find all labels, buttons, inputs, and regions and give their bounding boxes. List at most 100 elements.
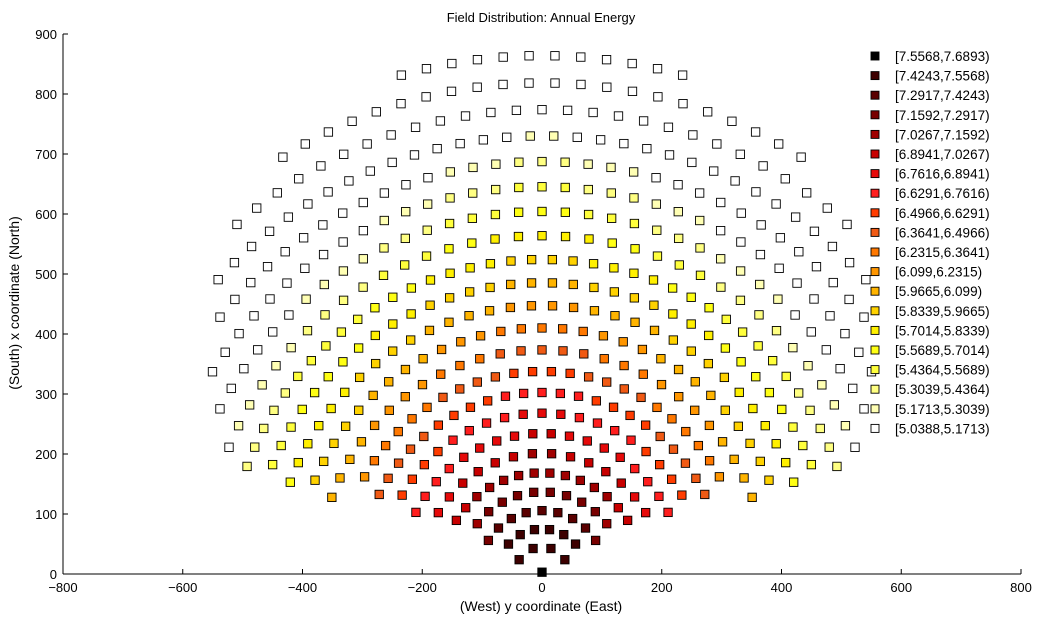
heliostat-point [777, 404, 787, 415]
heliostat-point [239, 364, 249, 374]
heliostat-point [568, 513, 578, 524]
heliostat-point [329, 438, 339, 449]
heliostat-point [712, 139, 722, 149]
heliostat-point [764, 387, 775, 398]
heliostat-point [338, 237, 348, 247]
heliostat-point [422, 225, 432, 235]
heliostat-point [518, 409, 528, 419]
heliostat-point [790, 212, 801, 222]
heliostat-point [588, 107, 598, 118]
heliostat-point [393, 458, 404, 468]
heliostat-point [652, 402, 662, 413]
heliostat-point [213, 275, 223, 285]
legend-entry-label: [5.7014,5.8339) [895, 323, 990, 338]
heliostat-point [327, 492, 337, 503]
heliostat-point [580, 523, 591, 533]
heliostat-point [576, 79, 586, 90]
heliostat-point [805, 405, 815, 416]
heliostat-point [827, 241, 838, 252]
heliostat-point [419, 459, 429, 470]
heliostat-point [234, 328, 244, 339]
legend-swatch [870, 110, 880, 120]
heliostat-point [674, 260, 684, 270]
heliostat-point [606, 188, 616, 198]
heliostat-point [423, 199, 433, 209]
heliostat-point [565, 368, 575, 379]
heliostat-point [490, 234, 500, 244]
heliostat-point [358, 254, 368, 264]
heliostat-point [388, 319, 398, 329]
heliostat-point [729, 454, 739, 465]
heliostat-point [246, 241, 257, 252]
heliostat-point [323, 127, 334, 137]
heliostat-point [410, 122, 421, 132]
heliostat-point [370, 303, 380, 313]
heliostat-point [668, 309, 678, 319]
heliostat-point [340, 421, 351, 431]
legend-swatch [870, 286, 880, 296]
heliostat-point [527, 366, 538, 377]
heliostat-point [384, 377, 394, 387]
legend-entry-label: [5.4364,5.5689) [895, 363, 990, 378]
legend-entry-label: [5.0388,5.1713) [895, 421, 990, 436]
heliostat-point [444, 244, 454, 254]
heliostat-point [393, 426, 403, 437]
heliostat-point [590, 507, 600, 517]
heliostat-point [499, 412, 510, 423]
heliostat-point [821, 345, 831, 355]
heliostat-point [578, 326, 588, 337]
heliostat-point [465, 287, 475, 297]
heliostat-point [365, 166, 375, 176]
legend-entry-label: [6.3641,6.4966) [895, 225, 990, 240]
heliostat-point [549, 131, 559, 141]
heliostat-point [419, 431, 429, 442]
heliostat-point [269, 405, 279, 416]
heliostat-point [379, 243, 389, 253]
heliostat-point [608, 402, 619, 412]
heliostat-point [560, 231, 571, 242]
heliostat-point [481, 418, 492, 428]
heliostat-point [704, 330, 714, 341]
heliostat-point [798, 440, 808, 451]
heliostat-point [537, 323, 547, 333]
heliostat-point [483, 535, 494, 546]
heliostat-point [609, 287, 619, 297]
legend-entry-label: [6.6291,6.7616) [895, 186, 990, 201]
heliostat-point [400, 364, 411, 375]
heliostat-point [355, 372, 365, 383]
y-tick-label: 800 [35, 87, 57, 102]
legend-swatch [870, 325, 880, 335]
heliostat-point [310, 475, 320, 485]
heliostat-point [690, 405, 700, 415]
heliostat-point [271, 361, 281, 371]
heliostat-point [338, 208, 348, 218]
heliostat-point [252, 203, 262, 213]
heliostat-point [652, 225, 662, 235]
heliostat-point [485, 282, 495, 293]
heliostat-point [537, 345, 547, 355]
heliostat-point [438, 392, 448, 403]
heliostat-point [306, 356, 316, 366]
heliostat-point [606, 162, 616, 173]
heliostat-point [576, 52, 586, 62]
heliostat-point [514, 207, 524, 217]
heliostat-point [714, 472, 725, 482]
heliostat-point [316, 161, 326, 171]
heliostat-point [492, 436, 502, 446]
heliostat-point [347, 116, 357, 126]
heliostat-point [301, 294, 311, 304]
x-tick-label: −200 [408, 580, 437, 595]
heliostat-point [601, 467, 611, 477]
heliostat-point [516, 324, 526, 334]
heliostat-point [444, 492, 455, 502]
heliostat-point [526, 278, 537, 288]
y-tick-label: 200 [35, 447, 57, 462]
heliostat-point [464, 311, 474, 321]
heliostat-point [610, 311, 620, 321]
heliostat-point [433, 446, 443, 457]
heliostat-point [649, 300, 659, 310]
heliostat-point [673, 207, 683, 217]
heliostat-point [806, 327, 816, 337]
heliostat-point [467, 238, 477, 248]
heliostat-point [537, 231, 547, 241]
